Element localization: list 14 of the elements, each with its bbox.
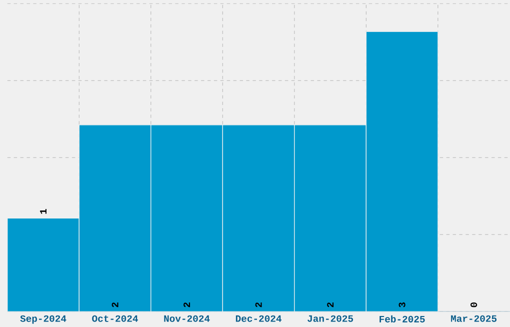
data-label: 2 [255, 302, 262, 307]
x-tick-label: Sep-2024 [20, 315, 66, 324]
data-label: 2 [184, 302, 190, 307]
x-tick-label: Feb-2025 [380, 315, 425, 322]
data-label: 1 [40, 208, 46, 214]
x-tick-label: Jan-2025 [308, 315, 354, 322]
x-tick-label: Oct-2024 [92, 315, 138, 322]
data-label: 0 [470, 302, 478, 307]
x-tick-label: Mar-2025 [451, 315, 497, 322]
data-label: 2 [112, 302, 118, 307]
data-label: 2 [327, 302, 334, 307]
x-tick-label: Dec-2024 [236, 315, 282, 322]
x-tick-label: Nov-2024 [164, 315, 210, 322]
data-label: 3 [398, 302, 406, 308]
